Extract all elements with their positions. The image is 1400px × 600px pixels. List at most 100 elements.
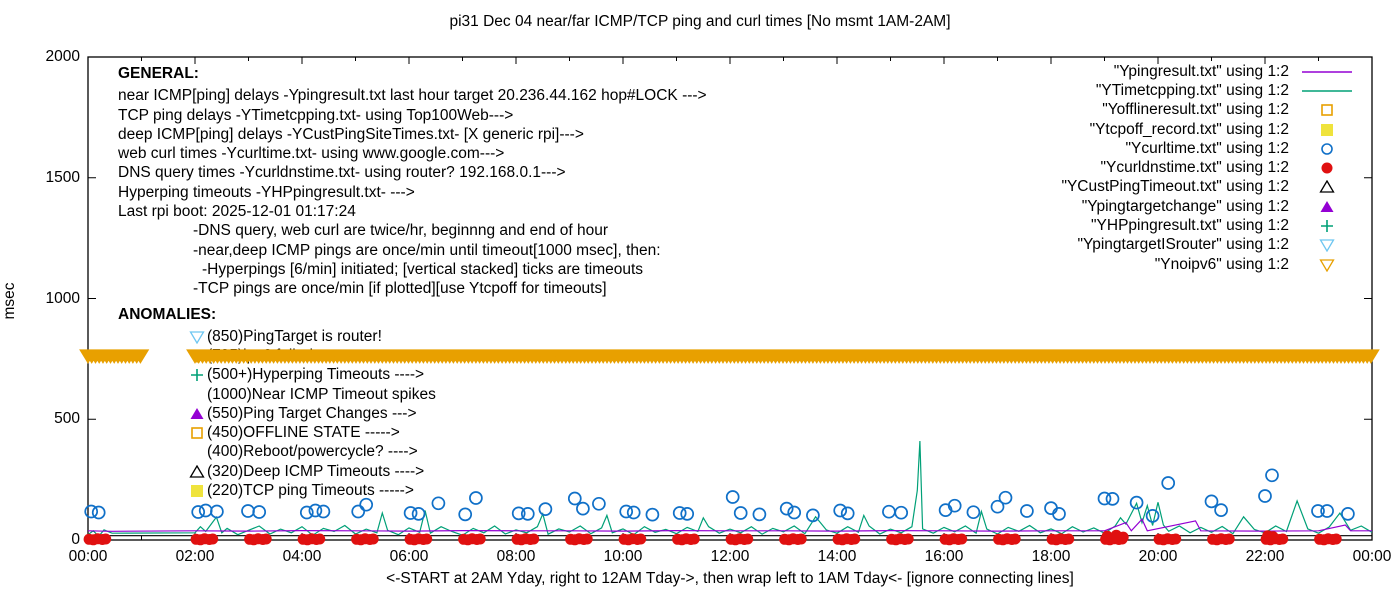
x-tick-label: 10:00 [603, 548, 643, 565]
general-line: -Hyperpings [6/min] initiated; [vertical… [202, 260, 644, 278]
legend-row: "YpingtargetISrouter" using 1:2 [1016, 236, 1356, 255]
y-tick-label: 1000 [45, 289, 80, 307]
legend-label: "YCustPingTimeout.txt" using 1:2 [1061, 178, 1289, 196]
general-line: web curl times -Ycurltime.txt- using www… [118, 145, 505, 163]
plus-icon [191, 369, 203, 382]
triangle-open-icon [1319, 180, 1335, 194]
general-block: GENERAL: near ICMP[ping] delays -Ypingre… [118, 64, 707, 299]
series-line-Ypingresult.txt [87, 518, 1372, 532]
x-tick-label: 18:00 [1031, 548, 1071, 565]
anomaly-item: (450)OFFLINE STATE -----> [118, 423, 436, 442]
legend: "Ypingresult.txt" using 1:2 "YTimetcpping… [1016, 62, 1356, 274]
y-axis-label: msec [1, 282, 18, 320]
square-filled-icon [191, 485, 203, 498]
triangle-down-open-icon [189, 350, 205, 364]
legend-sample [1298, 123, 1356, 137]
triangle-filled-icon [190, 407, 204, 419]
dns-time-points [83, 529, 1342, 546]
anomaly-label: (850)PingTarget is router! [207, 327, 382, 345]
general-heading: GENERAL: [118, 65, 199, 82]
legend-sample [1298, 258, 1356, 272]
x-tick-label: 04:00 [282, 548, 322, 565]
x-tick-label: 22:00 [1245, 548, 1285, 565]
x-tick-label: 02:00 [175, 548, 215, 565]
triangle-open-icon [189, 464, 205, 478]
general-line: TCP ping delays -YTimetcpping.txt- using… [118, 106, 514, 124]
y-tick-label: 2000 [45, 48, 80, 65]
line-icon [1302, 90, 1352, 92]
anomaly-label: (550)Ping Target Changes ---> [207, 404, 417, 422]
general-line: -TCP pings are once/min [if plotted][use… [193, 280, 607, 298]
legend-row: "Ycurltime.txt" using 1:2 [1016, 139, 1356, 158]
legend-row: "Yofflineresult.txt" using 1:2 [1016, 101, 1356, 120]
anomaly-label: (1000)Near ICMP Timeout spikes [207, 385, 436, 403]
general-line: DNS query times -Ycurldnstime.txt- using… [118, 164, 566, 182]
x-tick-label: 14:00 [817, 548, 857, 565]
anomaly-label: (500+)Hyperping Timeouts ----> [207, 366, 425, 384]
legend-row: "YTimetcpping.txt" using 1:2 [1016, 81, 1356, 100]
legend-label: "Ypingtargetchange" using 1:2 [1081, 197, 1289, 215]
legend-row: "Ytcpoff_record.txt" using 1:2 [1016, 120, 1356, 139]
legend-label: "Ynoipv6" using 1:2 [1154, 255, 1289, 273]
general-line: -near,deep ICMP pings are once/min until… [193, 241, 661, 259]
anomaly-item: (550)Ping Target Changes ---> [118, 404, 436, 423]
legend-sample [1298, 142, 1356, 156]
x-tick-label: 12:00 [710, 548, 750, 565]
triangle-down-open-icon [1319, 258, 1335, 272]
legend-sample [1298, 219, 1356, 233]
legend-label: "Ytcpoff_record.txt" using 1:2 [1089, 120, 1289, 138]
legend-row: "YCustPingTimeout.txt" using 1:2 [1016, 178, 1356, 197]
y-tick-label: 1500 [45, 168, 80, 186]
x-tick-label: 16:00 [924, 548, 964, 565]
y-tick-label: 0 [71, 531, 80, 548]
anomaly-label: (320)Deep ICMP Timeouts ----> [207, 462, 425, 480]
x-tick-label: 20:00 [1138, 548, 1178, 565]
legend-sample [1298, 161, 1356, 175]
x-tick-label: 00:00 [1352, 548, 1392, 565]
x-axis-caption: <-START at 2AM Yday, right to 12AM Tday-… [386, 570, 1074, 587]
square-open-icon [1321, 104, 1333, 117]
legend-sample [1298, 84, 1356, 98]
plus-icon [1321, 220, 1333, 233]
legend-label: "YTimetcpping.txt" using 1:2 [1095, 81, 1289, 99]
legend-row: "Ypingtargetchange" using 1:2 [1016, 197, 1356, 216]
legend-sample [1298, 65, 1356, 79]
legend-label: "YHPpingresult.txt" using 1:2 [1091, 217, 1289, 235]
legend-sample [1298, 200, 1356, 214]
circle-filled-icon [1321, 162, 1333, 174]
legend-sample [1298, 180, 1356, 194]
general-line: deep ICMP[ping] delays -YCustPingSiteTim… [118, 125, 584, 143]
legend-sample [1298, 103, 1356, 117]
line-icon [1302, 70, 1352, 73]
anomaly-item: (500+)Hyperping Timeouts ----> [118, 366, 436, 385]
square-filled-icon [1321, 123, 1333, 136]
triangle-down-open-icon [189, 330, 205, 344]
legend-row: "Ynoipv6" using 1:2 [1016, 255, 1356, 274]
anomaly-label: (400)Reboot/powercycle? ----> [207, 443, 418, 461]
legend-sample [1298, 238, 1356, 253]
general-line: -DNS query, web curl are twice/hr, begin… [193, 222, 609, 240]
anomaly-item: (1000)Near ICMP Timeout spikes [118, 385, 436, 404]
legend-label: "Ycurltime.txt" using 1:2 [1125, 139, 1289, 157]
square-open-icon [191, 427, 203, 439]
anomaly-label: (450)OFFLINE STATE -----> [207, 424, 400, 442]
anomaly-item: (850)PingTarget is router! [118, 327, 436, 346]
x-tick-label: 06:00 [389, 548, 429, 565]
x-tick-label: 08:00 [496, 548, 536, 565]
anomaly-label: (220)TCP ping Timeouts -----> [207, 482, 414, 500]
anomaly-item: (320)Deep ICMP Timeouts ----> [118, 462, 436, 481]
legend-row: "Ypingresult.txt" using 1:2 [1016, 62, 1356, 81]
anomaly-item: (400)Reboot/powercycle? ----> [118, 443, 436, 462]
triangle-down-open-icon [1319, 239, 1335, 253]
x-tick-label: 00:00 [68, 548, 108, 565]
anomaly-label: (735)ipv6 failed ----> [207, 346, 347, 364]
y-tick-label: 500 [54, 410, 80, 428]
legend-row: "Ycurldnstime.txt" using 1:2 [1016, 158, 1356, 177]
legend-label: "Ycurldnstime.txt" using 1:2 [1100, 159, 1289, 177]
anomalies-block: ANOMALIES: (850)PingTarget is router! (73… [118, 306, 436, 501]
circle-open-icon [1321, 143, 1333, 155]
chart-title: pi31 Dec 04 near/far ICMP/TCP ping and c… [449, 13, 951, 30]
anomalies-heading: ANOMALIES: [118, 306, 217, 323]
